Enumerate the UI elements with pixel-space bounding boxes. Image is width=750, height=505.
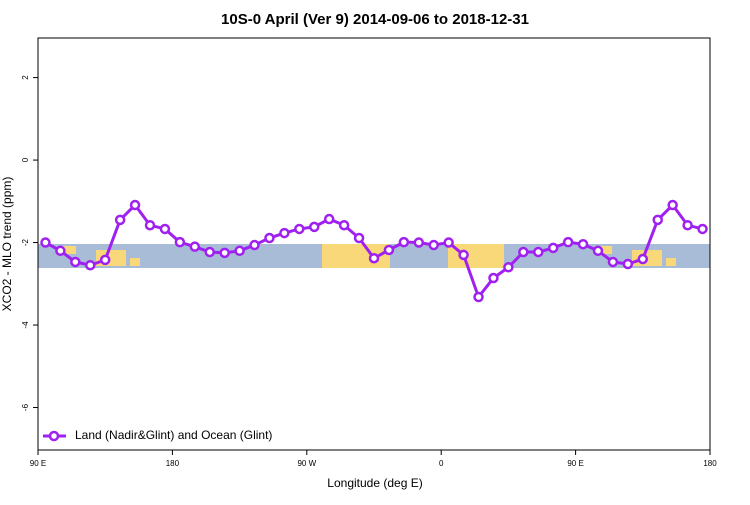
y-tick-label: 2 [21, 75, 30, 80]
point [70, 256, 81, 268]
point [697, 223, 708, 235]
x-tick-label: 90 W [297, 459, 316, 468]
land [666, 258, 676, 266]
plot-frame [37, 37, 711, 451]
y-tick-label: 0 [21, 157, 30, 162]
point [577, 238, 589, 250]
point [652, 214, 663, 226]
point [99, 254, 111, 266]
point [488, 272, 499, 284]
x-tick-label: 180 [166, 459, 180, 468]
point [129, 199, 141, 211]
x-tick-label: 90 E [567, 459, 583, 468]
point [503, 262, 514, 273]
point [413, 237, 425, 248]
point [323, 213, 335, 225]
point [338, 219, 350, 231]
point [622, 258, 634, 270]
legend-marker [48, 430, 60, 442]
y-tick-label: -4 [21, 321, 30, 329]
point [398, 236, 410, 248]
point [85, 259, 96, 271]
x-tick-label: 90 E [30, 459, 46, 468]
point [667, 199, 678, 211]
point [428, 239, 439, 251]
point [592, 245, 604, 257]
point [174, 236, 186, 248]
land [130, 258, 140, 266]
point [159, 223, 171, 235]
y-tick-label: -6 [21, 403, 30, 411]
point [249, 239, 260, 251]
point [189, 241, 201, 252]
x-tick-label: 0 [439, 459, 444, 468]
point [204, 246, 215, 258]
point [518, 246, 529, 258]
point [294, 223, 305, 235]
point [533, 246, 544, 258]
point [383, 244, 395, 256]
point [547, 242, 559, 254]
point [309, 221, 320, 233]
point [473, 291, 484, 303]
point [458, 249, 469, 261]
point [637, 253, 649, 265]
point [682, 219, 693, 231]
point [264, 232, 275, 244]
point [144, 219, 156, 231]
y-axis-label: XCO2 - MLO trend (ppm) [0, 177, 14, 312]
point [562, 236, 574, 248]
point [279, 227, 290, 239]
point [219, 247, 230, 259]
y-tick-label: -2 [21, 238, 30, 246]
point [607, 256, 619, 268]
point [55, 245, 66, 257]
land [598, 246, 612, 254]
point [40, 237, 51, 248]
point [443, 237, 454, 248]
land [62, 246, 76, 254]
x-tick-label: 180 [703, 459, 717, 468]
point [353, 232, 365, 244]
point [114, 214, 126, 226]
chart-title: 10S-0 April (Ver 9) 2014-09-06 to 2018-1… [221, 11, 529, 28]
legend-label: Land (Nadir&Glint) and Ocean (Glint) [75, 428, 272, 442]
point [368, 252, 380, 264]
point [234, 245, 245, 257]
x-axis-label: Longitude (deg E) [327, 476, 422, 490]
